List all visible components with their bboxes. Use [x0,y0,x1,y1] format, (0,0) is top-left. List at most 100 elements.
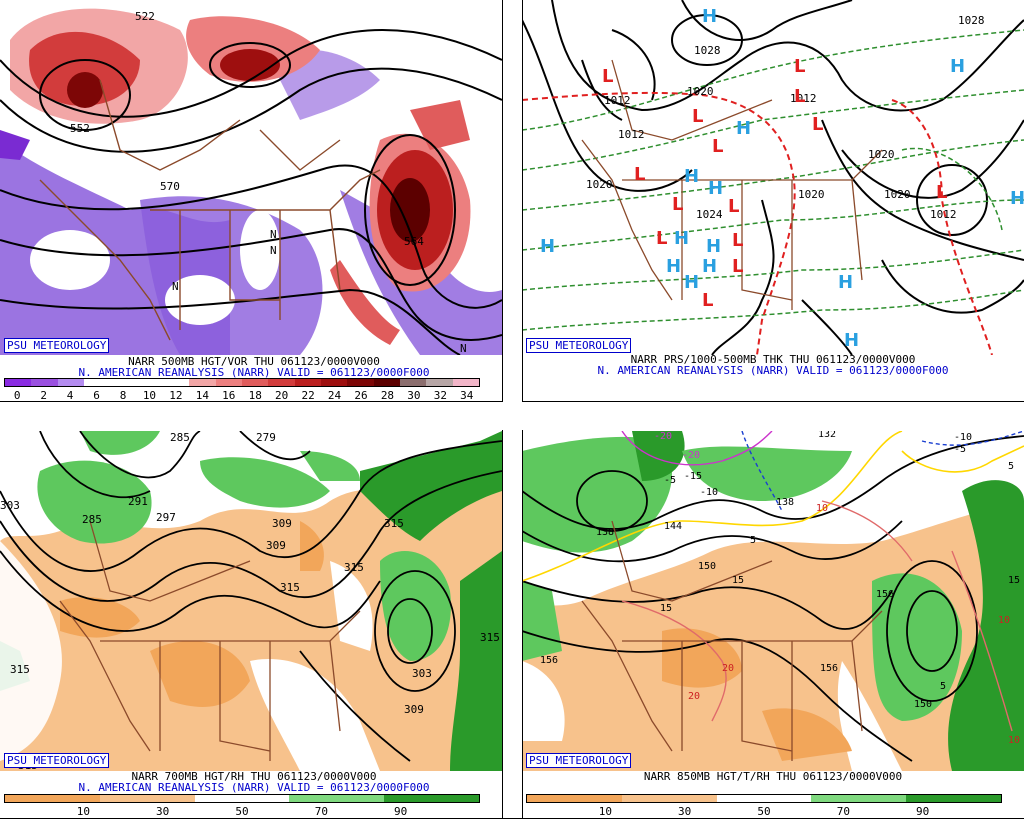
high-pressure-symbol: H [702,6,717,27]
contour-label: 132 [818,431,836,440]
color-scale-label: 10 [76,805,90,818]
color-scale-label: 10 [598,805,612,818]
isobar-label: 1012 [930,208,957,221]
vort-min-label: N [460,342,467,355]
color-scale-ticks: 10 30 50 70 90 [4,805,480,819]
color-scale-label: 20 [275,389,289,402]
isotherm-box: 15 [732,575,744,586]
color-scale-swatch [189,379,216,386]
color-scale-swatch [527,795,622,802]
vort-min-label: N [172,280,179,293]
color-scale-swatch [57,379,84,386]
color-scale-label: 18 [248,389,262,402]
color-scale-swatch [5,795,100,802]
contour-label: 303 [0,499,20,512]
color-scale-label: 0 [13,389,21,402]
isobar-label: 1012 [604,94,631,107]
isobar-label: 1020 [868,148,895,161]
color-scale-swatch [320,379,348,386]
contour-label: 297 [156,511,176,524]
low-pressure-symbol: L [672,194,683,215]
color-scale-label: 34 [460,389,474,402]
color-scale-swatch [31,379,58,386]
contour-label: 138 [596,527,614,538]
credit-label: PSU METEOROLOGY [526,338,632,353]
isobar-label: 1028 [958,14,985,27]
contour-label: 156 [820,663,838,674]
color-scale-swatch [99,795,195,802]
color-scale-label: 28 [380,389,395,402]
color-scale-swatch [268,379,295,386]
map-500mb: 522 552 570 564 N N N N [0,0,502,355]
isotherm-label: -10 [954,432,972,443]
isobar-label: 1020 [798,188,825,201]
isobar-label: 1024 [696,208,723,221]
low-pressure-symbol: L [602,66,613,87]
contour-label: 156 [876,589,894,600]
isobar-label: 1028 [694,44,721,57]
color-scale [4,794,480,803]
color-scale-label: 6 [93,389,100,402]
isotherm-box: 5 [1008,461,1014,472]
high-pressure-symbol: H [666,256,681,277]
color-scale-swatch [194,795,290,802]
color-scale-label: 24 [327,389,342,402]
map-500mb-graphic: 522 552 570 564 N N N N [0,0,502,355]
panel-subcaption: N. AMERICAN REANALYSIS (NARR) VALID = 06… [78,781,430,794]
contour-label: 150 [914,699,932,710]
low-pressure-symbol: L [634,164,645,185]
isobar-label: 1020 [586,178,613,191]
panel-caption: NARR 500MB HGT/VOR THU 061123/0000V000 [128,355,380,368]
panel-caption: NARR PRS/1000-500MB THK THU 061123/0000V… [630,353,916,366]
contour-label: 150 [698,561,716,572]
contour-label: 315 [280,581,300,594]
contour-label: 303 [412,667,432,680]
contour-label: 156 [540,655,558,666]
panel-500mb-vorticity: 522 552 570 564 N N N N PSU METEOROLOGY … [0,0,508,405]
contour-label: 138 [776,497,794,508]
isotherm-box: 5 [750,535,756,546]
color-scale-label: 90 [916,805,930,818]
color-scale-label: 22 [301,389,315,402]
color-scale-label: 90 [394,805,408,818]
low-pressure-symbol: L [656,228,667,249]
isotherm-label: -5 [954,444,966,455]
color-scale-label: 32 [433,389,447,402]
color-scale-label: 8 [119,389,127,402]
contour-label: 285 [170,431,190,444]
color-scale-label: 30 [678,805,692,818]
color-scale-label: 14 [195,389,209,402]
high-pressure-symbol: H [540,236,555,257]
low-pressure-symbol: L [936,182,947,203]
credit-label: PSU METEOROLOGY [4,338,110,353]
low-pressure-symbol: L [794,86,805,107]
isotherm-box: 15 [660,603,672,614]
color-scale-label: 16 [222,389,236,402]
contour-label: 522 [135,10,155,23]
color-scale-swatch [347,379,374,386]
map-pressure: 1028 1020 1012 1012 1020 1012 1020 1024 … [522,0,1024,355]
isotherm-box: 10 [1008,735,1020,746]
color-scale-swatch [426,379,453,386]
isobar-label: 1020 [884,188,911,201]
panel-border [0,401,503,402]
low-pressure-symbol: L [712,136,723,157]
high-pressure-symbol: H [706,236,721,257]
contour-label: 279 [256,431,276,444]
color-scale-swatch [83,379,111,386]
contour-label: 570 [160,180,180,193]
isotherm-box: 15 [1008,575,1020,586]
panel-border [522,401,1024,402]
panel-caption: NARR 850MB HGT/T/RH THU 061123/0000V000 [643,770,903,783]
color-scale-swatch [5,379,32,386]
contour-label: 309 [266,539,286,552]
isotherm-box: 20 [722,663,734,674]
credit-label: PSU METEOROLOGY [4,753,110,768]
color-scale-swatch [241,379,269,386]
color-scale-swatch [716,795,812,802]
low-pressure-symbol: L [692,106,703,127]
isotherm-label: -20 [682,450,700,461]
isobar-label: 1012 [790,92,817,105]
panel-850mb-temp-rh: -20 -20 -15 -5 -10 -10 -5 132 138 144 13… [522,416,1024,819]
vort-min-label: N [270,244,277,257]
